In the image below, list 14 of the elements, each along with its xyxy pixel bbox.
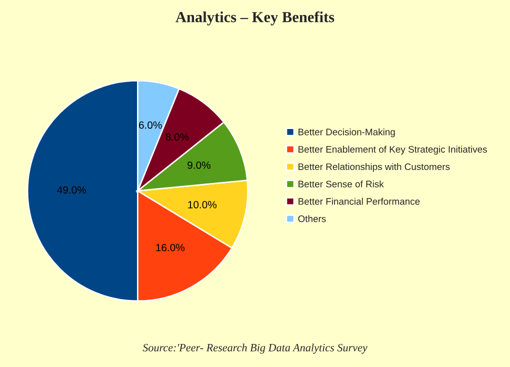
data-label: 9.0% — [188, 161, 210, 169]
data-label: 49.0% — [57, 186, 86, 194]
data-label: 10.0% — [188, 200, 217, 208]
legend-label: Better Enablement of Key Strategic Initiatives — [298, 146, 487, 155]
legend-label: Better Decision-Making — [298, 128, 395, 138]
data-label: 16.0% — [156, 244, 185, 252]
legend-label: Others — [298, 215, 326, 222]
legend-label: Better Sense of Risk — [298, 180, 384, 188]
data-label: 8.0% — [166, 133, 189, 141]
source-note: Source:'Peer- Research Big Data Analytics Survey — [142, 344, 368, 354]
data-label: 6.0% — [138, 121, 162, 129]
legend-label: Better Relationships with Customers — [298, 163, 450, 172]
legend-label: Better Financial Performance — [298, 198, 420, 205]
chart-title: Analytics – Key Benefits — [176, 11, 334, 26]
